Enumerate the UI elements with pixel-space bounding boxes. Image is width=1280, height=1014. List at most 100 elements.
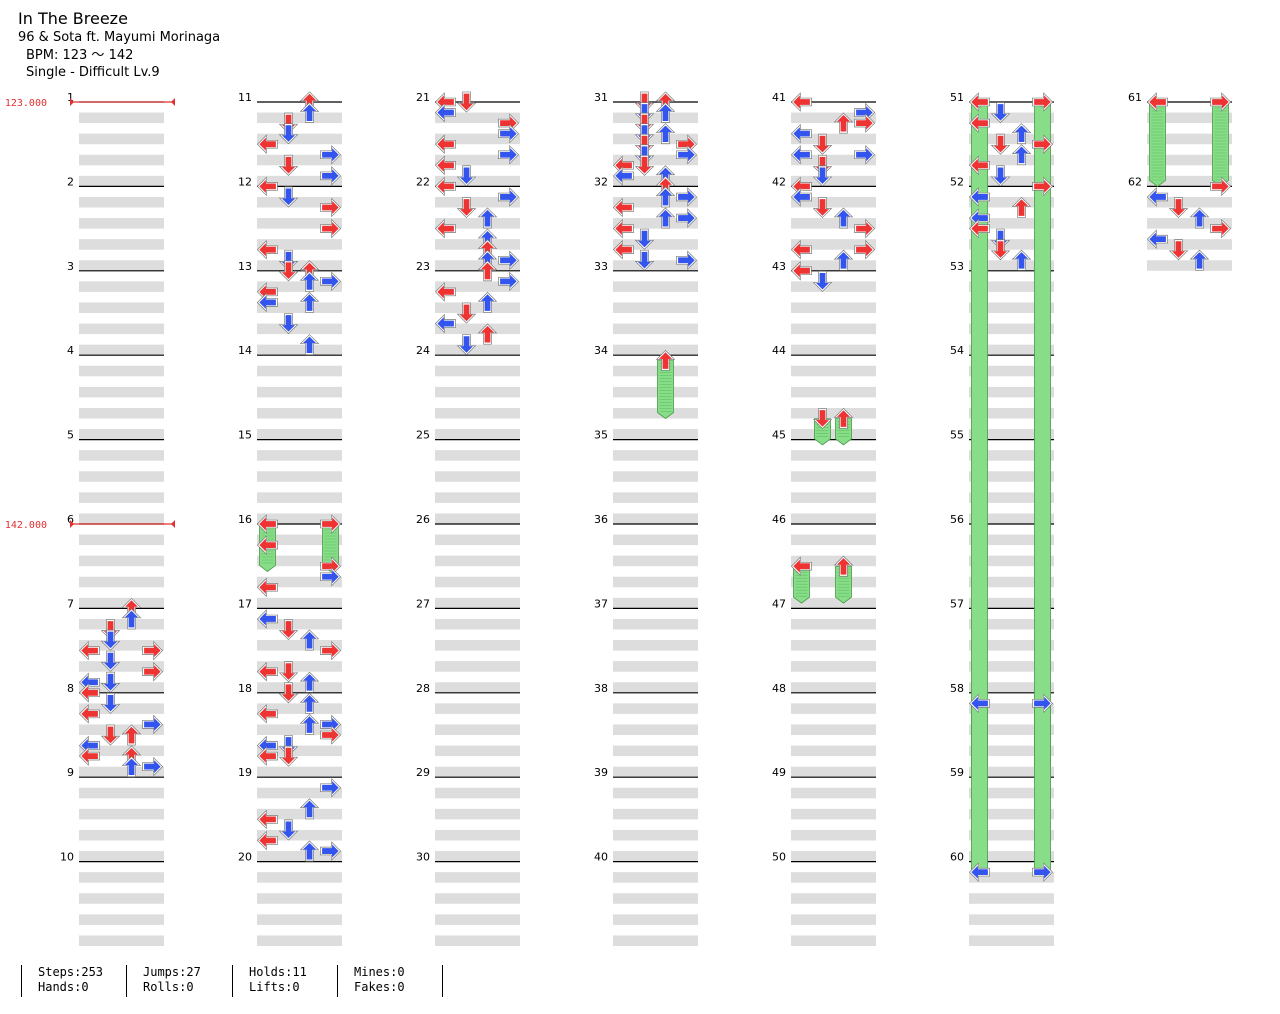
beat-row (79, 429, 164, 440)
down-arrow-icon (812, 408, 833, 430)
beat-row (79, 555, 164, 567)
right-arrow-icon (320, 566, 342, 587)
bpm-value: 142.000 (5, 520, 47, 531)
measure-number: 20 (238, 851, 252, 864)
beat-row (791, 471, 876, 482)
beat-row (969, 386, 1054, 398)
up-arrow-icon (477, 207, 498, 229)
beat-row (79, 745, 164, 757)
right-arrow-icon (854, 218, 876, 239)
beat-row (791, 450, 876, 461)
right-arrow-icon (1032, 176, 1054, 197)
left-arrow-icon (1146, 187, 1168, 207)
beat-row (257, 218, 342, 229)
down-arrow-icon (100, 629, 121, 651)
beat-row (435, 597, 520, 609)
down-arrow-icon (278, 123, 299, 145)
down-arrow-icon (812, 197, 833, 219)
up-arrow-icon (833, 112, 854, 134)
up-arrow-icon (299, 270, 320, 292)
left-arrow-icon (612, 218, 634, 239)
measure-number: 15 (238, 429, 252, 442)
beat-row (257, 766, 342, 778)
up-arrow-icon (655, 101, 676, 123)
down-arrow-icon (278, 186, 299, 208)
beat-row (79, 513, 164, 524)
beat-row (613, 872, 698, 883)
beat-row (435, 196, 520, 208)
up-arrow-icon (1011, 144, 1032, 166)
beat-row (435, 281, 520, 292)
beat-row (79, 196, 164, 208)
beat-row (613, 682, 698, 693)
measure-number: 39 (594, 766, 608, 779)
down-arrow-icon (456, 302, 477, 324)
beat-row (791, 386, 876, 398)
beat-row (613, 703, 698, 714)
beat-row (791, 555, 876, 567)
beat-row (79, 893, 164, 904)
measure-number: 34 (594, 344, 608, 357)
left-arrow-icon (78, 704, 100, 724)
beat-row (969, 745, 1054, 757)
up-arrow-icon (299, 629, 320, 651)
right-arrow-icon (854, 144, 876, 165)
beat-row (791, 703, 876, 714)
measure-number: 53 (950, 260, 964, 273)
up-arrow-icon (1011, 196, 1032, 218)
beat-row (613, 407, 698, 419)
left-arrow-icon (434, 134, 456, 154)
steps-count: Steps:253 (38, 965, 104, 979)
beat-row (613, 323, 698, 335)
left-arrow-icon (78, 640, 100, 661)
measure-number: 23 (416, 260, 430, 273)
measure-number: 40 (594, 851, 608, 864)
beat-row (257, 407, 342, 419)
left-arrow-icon (256, 292, 278, 313)
up-arrow-icon (299, 291, 320, 313)
song-artist: 96 & Sota ft. Mayumi Morinaga (18, 30, 221, 45)
measure-number: 14 (238, 344, 252, 357)
beat-row (613, 766, 698, 778)
up-arrow-icon (477, 323, 498, 345)
right-arrow-icon (854, 239, 876, 260)
measure-number: 42 (772, 175, 786, 188)
right-arrow-icon (320, 166, 342, 186)
left-arrow-icon (434, 102, 456, 123)
right-arrow-icon (676, 250, 698, 271)
beat-row (79, 829, 164, 841)
hold-body (1034, 100, 1051, 873)
beat-row (79, 302, 164, 313)
beat-row (791, 661, 876, 672)
beat-row (969, 218, 1054, 229)
up-arrow-icon (833, 207, 854, 229)
right-arrow-icon (498, 123, 520, 144)
left-arrow-icon (1146, 92, 1168, 112)
beat-row (257, 175, 342, 187)
beat-row (613, 471, 698, 482)
beat-row (79, 872, 164, 883)
beat-row (257, 872, 342, 883)
beat-row (257, 112, 342, 124)
beat-row (969, 471, 1054, 482)
up-arrow-icon (121, 724, 142, 746)
up-arrow-icon (833, 249, 854, 271)
beat-row (79, 851, 164, 862)
beat-row (969, 492, 1054, 503)
beat-row (435, 239, 520, 250)
measure-number: 46 (772, 513, 786, 526)
beat-row (613, 661, 698, 672)
measure-number: 32 (594, 175, 608, 188)
measure-number: 8 (67, 682, 74, 695)
beat-row (257, 513, 342, 524)
down-arrow-icon (278, 154, 299, 176)
up-arrow-icon (299, 671, 320, 693)
holds-count: Holds:11 (249, 965, 307, 979)
left-arrow-icon (256, 661, 278, 682)
beat-row (257, 851, 342, 862)
lifts-count: Lifts:0 (249, 980, 300, 994)
down-arrow-icon (278, 682, 299, 704)
measure-number: 26 (416, 513, 430, 526)
beat-row (969, 703, 1054, 714)
beat-row (79, 218, 164, 229)
